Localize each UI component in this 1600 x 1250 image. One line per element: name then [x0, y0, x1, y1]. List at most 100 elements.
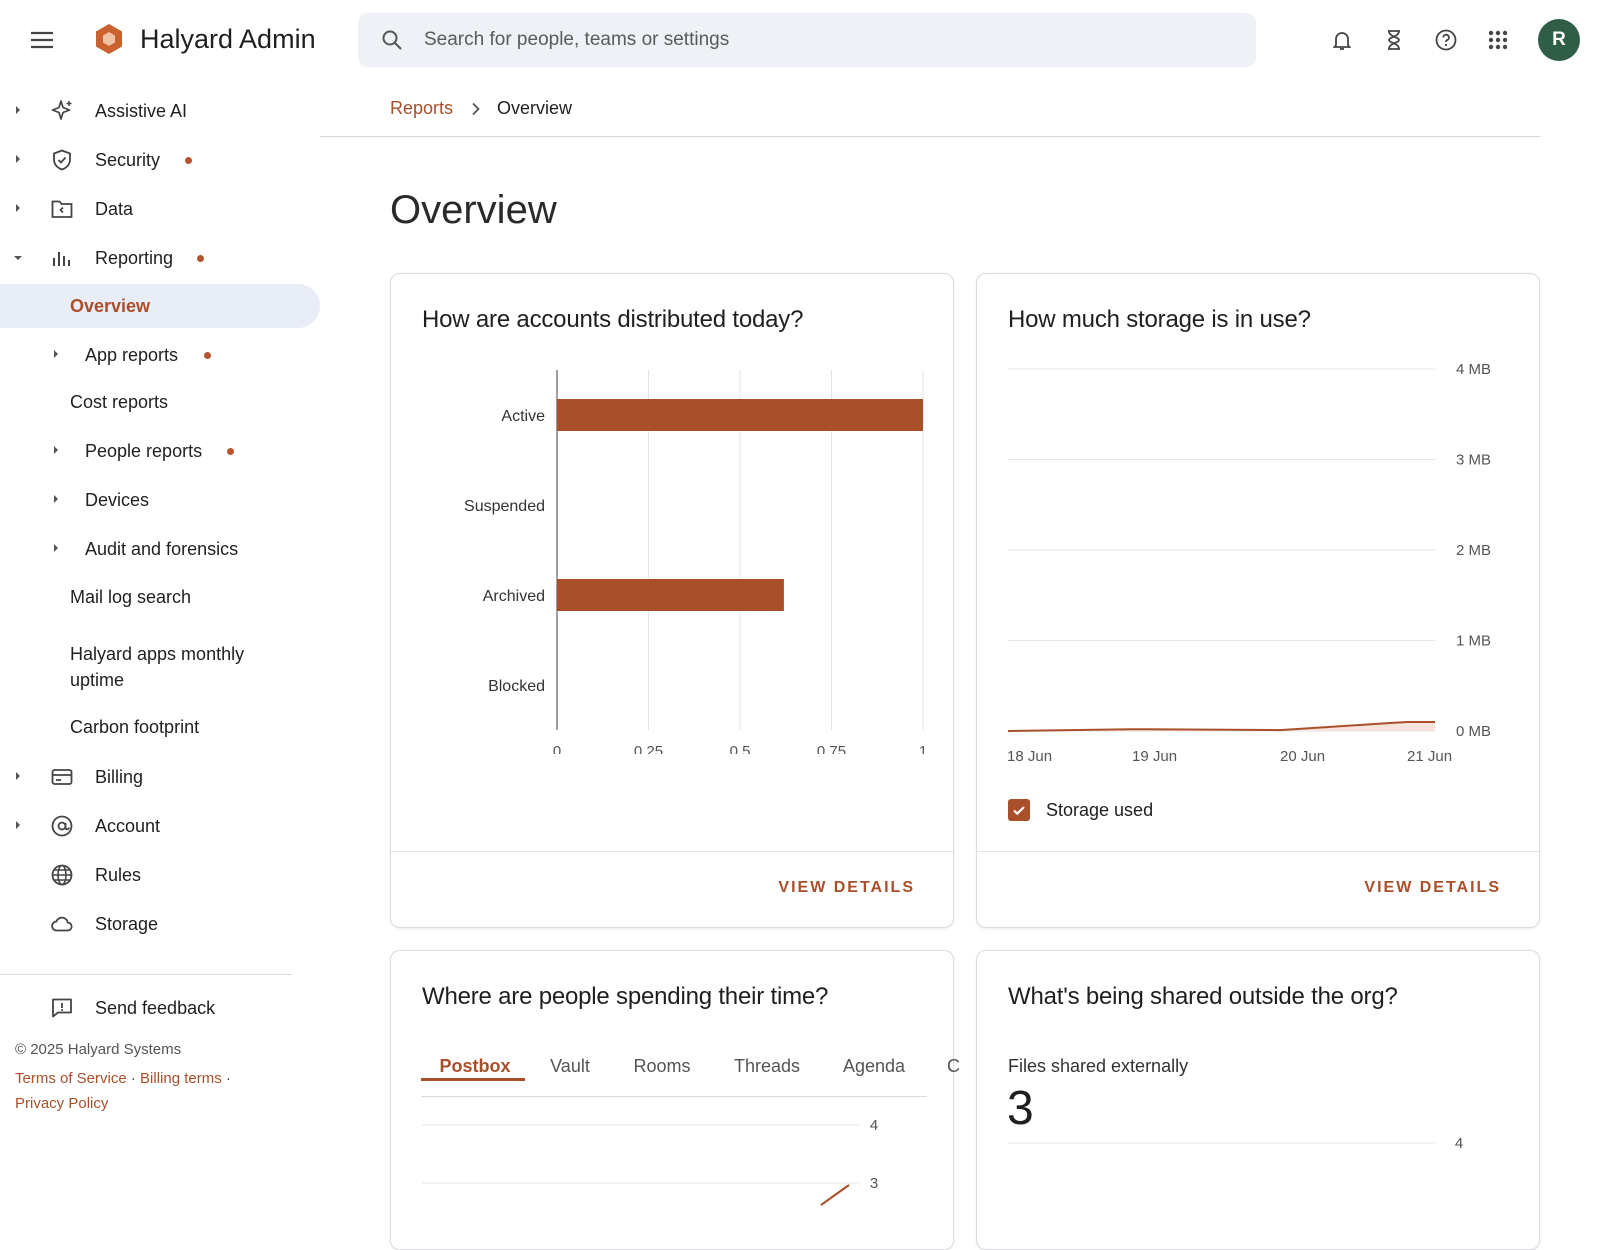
- series-line: [820, 1184, 850, 1206]
- card-footer: VIEW DETAILS: [391, 851, 953, 927]
- x-tick-label: 0.25: [634, 743, 663, 754]
- search-input[interactable]: [424, 13, 1224, 67]
- sidebar-item-assistive-ai[interactable]: Assistive AI: [0, 88, 322, 134]
- tab-rooms[interactable]: Rooms: [633, 1056, 691, 1076]
- files-shared-value: 3: [1007, 1082, 1034, 1135]
- page-title: Overview: [390, 188, 557, 232]
- sidebar-item-label: Reporting: [95, 247, 174, 268]
- terms-link[interactable]: Terms of Service: [15, 1070, 127, 1087]
- chevron-right-icon: [471, 102, 481, 116]
- time-line-chart: 43: [422, 1117, 878, 1206]
- halyard-logo-icon[interactable]: [92, 22, 126, 56]
- billing-terms-link[interactable]: Billing terms: [140, 1070, 222, 1087]
- search-bar[interactable]: [358, 13, 1256, 67]
- bar: [557, 399, 923, 431]
- card-title: What's being shared outside the org?: [1008, 983, 1398, 1010]
- caret-right-icon: [14, 771, 22, 781]
- sidebar-item-data[interactable]: Data: [0, 186, 322, 232]
- tasks-button[interactable]: [1378, 24, 1410, 56]
- sidebar-item-audit-forensics[interactable]: Audit and forensics: [0, 527, 322, 571]
- breadcrumb-reports-link[interactable]: Reports: [390, 98, 454, 118]
- caret-right-icon: [14, 154, 22, 164]
- tab-threads[interactable]: Threads: [733, 1056, 801, 1076]
- caret-right-icon: [52, 445, 60, 455]
- tab-agenda[interactable]: Agenda: [842, 1056, 906, 1076]
- sidebar-item-devices[interactable]: Devices: [0, 478, 322, 522]
- sidebar-item-security[interactable]: Security: [0, 137, 322, 183]
- active-tab-indicator: [421, 1078, 525, 1081]
- category-label: Suspended: [464, 498, 545, 515]
- caret-right-icon: [14, 203, 22, 213]
- legend-label: Storage used: [1046, 799, 1154, 820]
- sidebar-item-reporting[interactable]: Reporting: [0, 235, 322, 281]
- category-label: Blocked: [488, 678, 545, 695]
- hourglass-icon: [1382, 28, 1406, 52]
- breadcrumb: Reports Overview: [390, 98, 572, 119]
- category-label: Archived: [483, 588, 545, 605]
- shield-icon: [50, 148, 74, 172]
- view-details-button[interactable]: VIEW DETAILS: [778, 879, 915, 896]
- privacy-policy-link[interactable]: Privacy Policy: [15, 1095, 109, 1112]
- footer-links: Terms of Service · Billing terms · Priva…: [15, 1066, 275, 1116]
- sidebar-item-cost-reports[interactable]: Cost reports: [0, 380, 322, 424]
- sidebar: Assistive AI Security Data Reporting Ove…: [0, 88, 322, 1200]
- search-icon: [380, 28, 404, 52]
- y-tick-label: 3 MB: [1456, 452, 1491, 469]
- sidebar-item-label: Data: [95, 198, 134, 219]
- sidebar-item-label: Account: [95, 815, 161, 836]
- sidebar-item-label: App reports: [85, 344, 179, 365]
- external-sharing-card: What's being shared outside the org? Fil…: [976, 950, 1540, 1250]
- sharing-line-chart: 4: [1008, 1135, 1463, 1152]
- feedback-label: Send feedback: [95, 997, 216, 1018]
- bar-chart-icon: [50, 246, 74, 270]
- x-tick-label: 20 Jun: [1280, 748, 1325, 764]
- caret-right-icon: [52, 494, 60, 504]
- view-details-button[interactable]: VIEW DETAILS: [1364, 879, 1501, 896]
- sidebar-item-people-reports[interactable]: People reports: [0, 429, 322, 473]
- notifications-button[interactable]: [1326, 24, 1358, 56]
- caret-down-icon: [13, 254, 23, 262]
- app-title[interactable]: Halyard Admin: [140, 24, 316, 54]
- sidebar-item-carbon-footprint[interactable]: Carbon footprint: [0, 705, 322, 749]
- files-shared-label: Files shared externally: [1008, 1056, 1189, 1076]
- sidebar-item-monthly-uptime[interactable]: Halyard apps monthly uptime: [70, 644, 245, 690]
- checkbox-checked-icon[interactable]: [1008, 799, 1030, 821]
- card-title: How much storage is in use?: [1008, 306, 1311, 333]
- tabs-divider: [421, 1096, 927, 1097]
- caret-right-icon: [14, 105, 22, 115]
- legend-storage-used[interactable]: Storage used: [1008, 799, 1153, 821]
- sidebar-item-label: Mail log search: [70, 586, 192, 607]
- sidebar-item-storage[interactable]: Storage: [0, 901, 322, 947]
- tab-postbox[interactable]: Postbox: [439, 1056, 511, 1076]
- sidebar-item-mail-log-search[interactable]: Mail log search: [0, 575, 322, 619]
- accounts-card: How are accounts distributed today? 0 0.2…: [390, 273, 954, 928]
- feedback-icon: [50, 996, 74, 1020]
- tab-overflow[interactable]: C: [947, 1056, 959, 1076]
- link-separator: ·: [225, 1070, 231, 1087]
- help-button[interactable]: [1430, 24, 1462, 56]
- card-title: How are accounts distributed today?: [422, 306, 804, 333]
- send-feedback-button[interactable]: Send feedback: [0, 985, 322, 1031]
- x-tick-label: 19 Jun: [1132, 748, 1177, 764]
- breadcrumb-current: Overview: [497, 98, 573, 118]
- apps-button[interactable]: [1482, 24, 1514, 56]
- sidebar-item-app-reports[interactable]: App reports: [0, 333, 322, 377]
- credit-card-icon: [50, 765, 74, 789]
- avatar[interactable]: R: [1538, 19, 1580, 61]
- bell-icon: [1330, 28, 1354, 52]
- sidebar-item-overview[interactable]: Overview: [0, 284, 320, 328]
- sidebar-item-rules[interactable]: Rules: [0, 852, 322, 898]
- apps-grid-icon: [1487, 29, 1509, 51]
- sidebar-item-label: Devices: [85, 489, 150, 510]
- accounts-bar-chart: 0 0.25 0.5 0.75 1 Active Suspended Archived Bloc…: [464, 370, 927, 754]
- sidebar-item-label: Assistive AI: [95, 100, 188, 121]
- notification-dot: [204, 352, 211, 359]
- sidebar-item-billing[interactable]: Billing: [0, 754, 322, 800]
- main-menu-button[interactable]: [26, 24, 58, 56]
- sidebar-item-label: Storage: [95, 913, 159, 934]
- x-tick-label: 21 Jun: [1407, 748, 1452, 764]
- tab-vault[interactable]: Vault: [550, 1056, 590, 1076]
- sidebar-item-account[interactable]: Account: [0, 803, 322, 849]
- sidebar-item-label: Carbon footprint: [70, 716, 200, 737]
- link-separator: ·: [130, 1070, 136, 1087]
